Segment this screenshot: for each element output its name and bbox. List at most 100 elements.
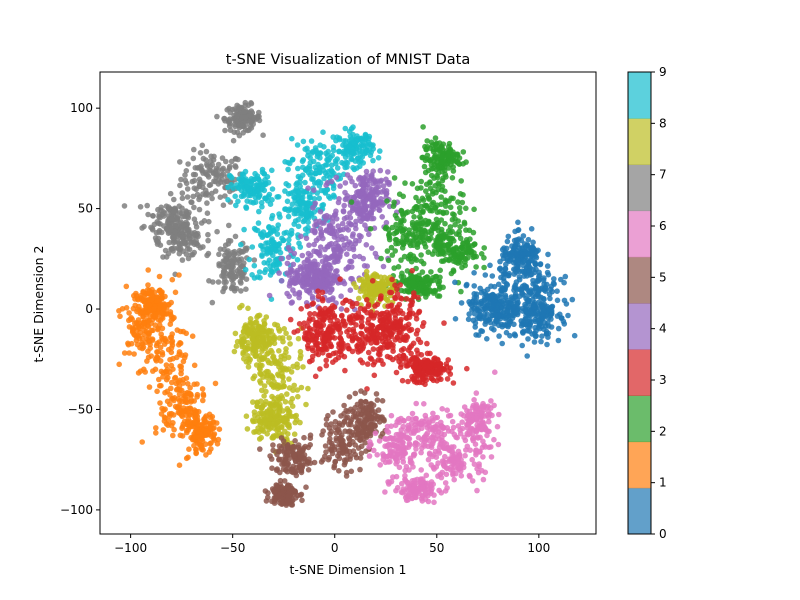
scatter-point-4 [312,222,318,229]
scatter-point-4 [372,202,379,208]
scatter-point-8 [253,352,260,359]
scatter-point-3 [353,312,359,319]
scatter-point-7 [232,163,238,169]
scatter-point-7 [184,194,191,200]
scatter-point-1 [209,413,216,420]
scatter-point-8 [240,351,246,357]
scatter-point-9 [287,232,293,238]
scatter-point-0 [554,288,560,295]
scatter-point-8 [260,410,267,417]
scatter-point-7 [255,109,262,116]
scatter-point-4 [328,178,335,185]
scatter-point-2 [460,192,466,198]
scatter-point-7 [191,146,197,153]
scatter-point-2 [412,255,418,262]
scatter-point-3 [403,332,409,339]
scatter-point-2 [428,139,435,146]
scatter-point-0 [496,266,503,272]
scatter-point-2 [450,211,456,217]
scatter-point-4 [355,202,361,209]
scatter-point-9 [322,162,329,168]
scatter-point-9 [291,210,298,217]
scatter-point-7 [179,234,186,240]
scatter-point-9 [304,200,311,206]
scatter-point-1 [149,337,156,344]
scatter-point-1 [158,382,164,389]
scatter-point-3 [337,276,343,282]
scatter-point-3 [344,328,350,335]
scatter-point-2 [472,241,478,247]
scatter-point-4 [327,289,333,296]
scatter-point-2 [432,205,438,211]
scatter-point-9 [377,148,383,154]
scatter-point-8 [268,339,275,345]
scatter-point-0 [466,311,473,317]
scatter-point-1 [164,398,171,405]
scatter-point-2 [446,149,452,155]
scatter-point-0 [515,227,521,234]
scatter-point-8 [243,413,250,420]
scatter-point-0 [471,283,478,289]
scatter-point-7 [165,206,172,212]
scatter-point-4 [332,211,339,217]
scatter-point-2 [391,175,398,181]
scatter-point-0 [548,304,555,311]
scatter-point-0 [469,302,475,309]
scatter-point-4 [305,185,311,191]
scatter-point-0 [555,337,562,344]
scatter-point-1 [136,325,143,332]
scatter-point-0 [548,324,555,330]
scatter-point-0 [508,294,515,300]
scatter-point-9 [354,133,360,139]
scatter-point-3 [395,310,402,316]
scatter-point-4 [363,242,370,248]
scatter-point-7 [260,132,266,138]
scatter-point-0 [498,321,505,328]
scatter-point-3 [411,376,417,383]
scatter-point-4 [296,291,303,297]
scatter-point-2 [458,288,464,295]
scatter-point-1 [185,390,192,397]
scatter-point-1 [169,339,175,346]
scatter-point-2 [439,144,445,151]
scatter-point-8 [294,364,301,371]
scatter-point-1 [146,384,153,390]
scatter-point-3 [407,302,414,309]
scatter-point-2 [402,180,408,186]
scatter-point-1 [135,370,142,376]
scatter-point-8 [261,383,268,389]
scatter-point-4 [317,218,323,225]
scatter-point-7 [205,231,211,238]
scatter-point-0 [529,311,535,317]
scatter-point-9 [295,173,302,180]
scatter-point-2 [391,199,397,206]
scatter-point-1 [183,330,189,337]
scatter-point-0 [532,333,539,340]
scatter-point-7 [236,132,243,139]
scatter-point-1 [208,446,214,452]
scatter-point-2 [433,166,440,173]
scatter-point-3 [438,376,444,383]
scatter-point-4 [333,174,340,181]
scatter-point-1 [194,381,200,387]
scatter-point-7 [185,214,192,221]
scatter-point-7 [227,109,234,116]
scatter-point-9 [336,135,343,141]
scatter-point-9 [259,186,265,192]
scatter-point-9 [289,201,296,208]
scatter-point-0 [534,289,540,295]
scatter-point-2 [473,264,479,270]
scatter-point-4 [317,271,324,278]
scatter-point-7 [155,239,161,245]
scatter-point-2 [432,155,439,161]
scatter-point-4 [384,179,391,186]
scatter-point-7 [204,200,210,206]
scatter-point-9 [285,213,292,220]
scatter-point-0 [536,273,542,280]
scatter-point-1 [154,340,160,347]
scatter-point-8 [284,391,290,397]
scatter-point-7 [213,171,219,177]
scatter-point-3 [387,310,394,316]
scatter-point-9 [265,232,272,238]
scatter-point-2 [439,153,445,160]
